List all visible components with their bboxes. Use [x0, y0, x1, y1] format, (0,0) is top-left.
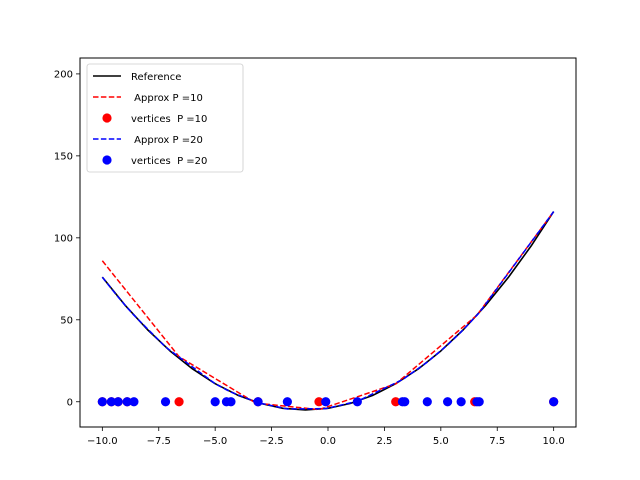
x-tick-label: 7.5 — [489, 436, 505, 447]
series-point-vertices-p-20 — [422, 397, 432, 407]
y-tick-label: 50 — [60, 315, 73, 326]
legend: Reference Approx P =10 vertices P =10 App… — [86, 63, 244, 173]
series-point-vertices-p-20 — [549, 397, 559, 407]
x-tick-label: −10.0 — [87, 436, 118, 447]
series-line-approx-p-20 — [101, 211, 555, 410]
legend-label-vertices-p-10: vertices P =10 — [131, 114, 207, 125]
series-point-vertices-p-20 — [400, 397, 410, 407]
x-tick-label: 10.0 — [543, 436, 565, 447]
x-tick-label: 5.0 — [433, 436, 449, 447]
series-point-vertices-p-20 — [442, 397, 453, 407]
series-point-vertices-p-20 — [226, 397, 236, 407]
legend-box — [86, 63, 244, 173]
x-tick-label: −5.0 — [203, 436, 227, 447]
legend-label-reference: Reference — [131, 72, 181, 83]
series-point-vertices-p-10 — [174, 397, 184, 407]
x-tick-label: 0.0 — [320, 436, 336, 447]
x-tick-label: 2.5 — [376, 436, 392, 447]
series-point-vertices-p-20 — [253, 397, 263, 407]
series-point-vertices-p-10 — [314, 397, 324, 407]
series-point-vertices-p-20 — [352, 397, 362, 407]
y-tick-label: 0 — [67, 397, 73, 408]
legend-swatch-vertices-p-20 — [102, 155, 112, 165]
plot-area — [97, 211, 559, 411]
series-point-vertices-p-20 — [113, 397, 123, 407]
series-point-vertices-p-20 — [321, 397, 331, 407]
series-point-vertices-p-10 — [391, 397, 401, 407]
series-point-vertices-p-20 — [210, 397, 220, 407]
series-point-vertices-p-20 — [106, 397, 116, 407]
legend-label-approx-p-10: Approx P =10 — [131, 93, 203, 104]
series-point-vertices-p-20 — [160, 397, 171, 407]
series-point-vertices-p-20 — [129, 397, 139, 407]
series-point-vertices-p-20 — [282, 397, 292, 407]
y-axis: 0 50 100 150 200 — [54, 69, 80, 408]
x-tick-label: −7.5 — [147, 436, 171, 447]
legend-label-approx-p-20: Approx P =20 — [131, 135, 203, 146]
series-point-vertices-p-20 — [456, 397, 466, 407]
y-tick-label: 100 — [54, 233, 73, 244]
y-tick-label: 200 — [54, 69, 73, 80]
y-tick-label: 150 — [54, 151, 73, 162]
series-point-vertices-p-20 — [474, 397, 484, 407]
legend-label-vertices-p-20: vertices P =20 — [131, 156, 207, 167]
legend-swatch-vertices-p-10 — [102, 113, 112, 123]
x-axis: −10.0 −7.5 −5.0 −2.5 0.0 2.5 5.0 7.5 10.0 — [87, 427, 565, 447]
axes-frame — [79, 57, 577, 428]
series-point-vertices-p-20 — [122, 397, 132, 407]
series-point-vertices-p-20 — [97, 397, 107, 407]
x-tick-label: −2.5 — [259, 436, 283, 447]
